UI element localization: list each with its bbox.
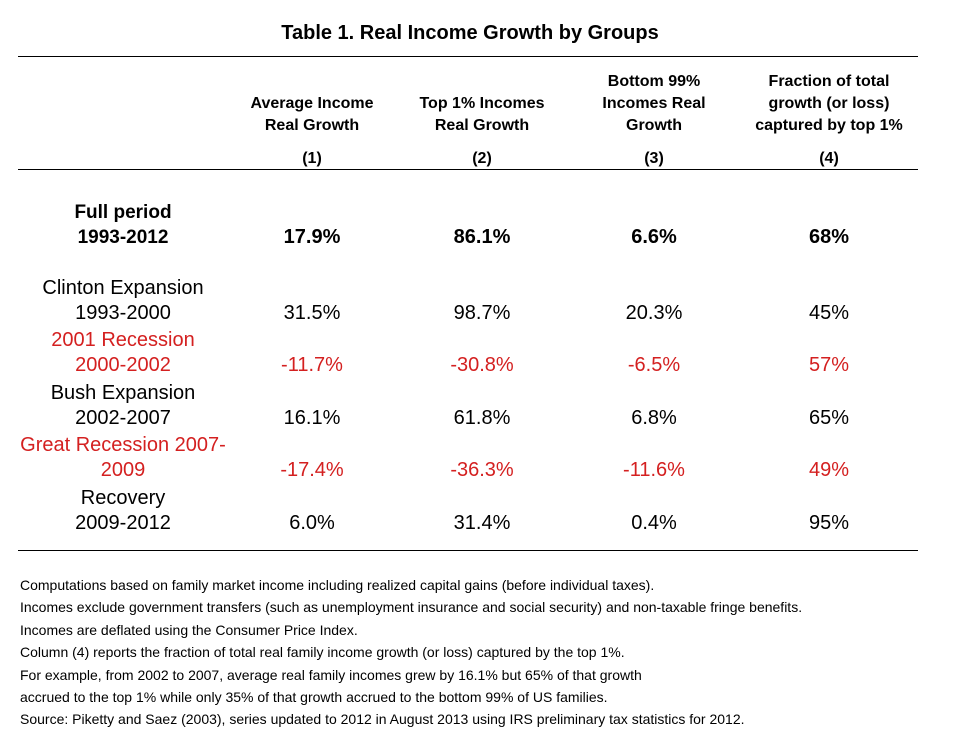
footnote-line: For example, from 2002 to 2007, average …: [20, 666, 642, 683]
row-label: 2009-2012: [75, 512, 171, 534]
row-label: 2009: [100, 459, 146, 481]
table-cell: -11.6%: [623, 459, 685, 481]
table-cell: 31.5%: [283, 302, 341, 324]
row-label: Bush Expansion: [50, 382, 196, 404]
row-label: 2002-2007: [75, 407, 171, 429]
footnote-line: Computations based on family market inco…: [20, 577, 655, 593]
row-label: Full period: [74, 202, 172, 223]
table-cell: -36.3%: [450, 459, 514, 481]
column-number-3: (3): [644, 150, 664, 167]
row-label: 2001 Recession: [51, 329, 195, 351]
footnote-line: Source: Piketty and Saez (2003), series …: [20, 711, 745, 728]
column-number-4: (4): [819, 150, 839, 167]
table-title: Table 1. Real Income Growth by Groups: [281, 22, 659, 44]
footnote-line: Incomes exclude government transfers (su…: [20, 599, 803, 616]
footnote-line: Incomes are deflated using the Consumer …: [20, 621, 358, 638]
table-cell: 20.3%: [625, 302, 683, 324]
table-cell: 6.0%: [289, 512, 335, 534]
footnote-line: Column (4) reports the fraction of total…: [20, 644, 625, 661]
column-header-4: Fraction of total growth (or loss) capture…: [739, 71, 919, 137]
column-header-3: Bottom 99% Incomes Real Growth: [564, 71, 744, 137]
row-label: 1993-2012: [77, 227, 169, 248]
table-cell: 86.1%: [453, 226, 511, 248]
table-cell: 45%: [808, 302, 850, 324]
table-cell: 6.6%: [631, 226, 677, 248]
column-header-line: captured by top 1%: [755, 117, 903, 134]
table-cell: 0.4%: [631, 512, 677, 534]
table-cell: -6.5%: [627, 354, 681, 376]
table-cell: 57%: [808, 354, 850, 376]
column-number-1: (1): [302, 150, 322, 167]
column-number-2: (2): [472, 150, 492, 167]
column-header-line: growth (or loss): [768, 95, 890, 112]
table-cell: 49%: [808, 459, 850, 481]
column-header-2: Top 1% Incomes Real Growth: [392, 93, 572, 137]
top-rule: [18, 56, 918, 57]
table-cell: 65%: [808, 407, 850, 429]
column-header-line: Fraction of total: [768, 73, 890, 90]
table-cell: 98.7%: [453, 302, 511, 324]
column-header-1: Average Income Real Growth: [222, 93, 402, 137]
column-header-line: Average Income: [250, 95, 374, 112]
row-label: 2000-2002: [75, 354, 171, 376]
table-cell: 16.1%: [283, 407, 341, 429]
row-label: Recovery: [80, 487, 166, 509]
bottom-rule: [18, 550, 918, 551]
table-cell: 6.8%: [631, 407, 677, 429]
table-cell: 17.9%: [283, 226, 341, 248]
column-header-line: Top 1% Incomes: [419, 95, 545, 112]
table-cell: 61.8%: [453, 407, 511, 429]
table-cell: -11.7%: [281, 354, 343, 376]
footnote-line: accrued to the top 1% while only 35% of …: [20, 689, 608, 706]
column-header-line: Growth: [626, 117, 682, 134]
row-label: Great Recession 2007-: [20, 434, 226, 456]
table-cell: 95%: [808, 512, 850, 534]
column-header-line: Bottom 99%: [607, 73, 701, 90]
table-cell: 68%: [808, 226, 850, 248]
table-cell: 31.4%: [453, 512, 511, 534]
column-header-line: Real Growth: [434, 117, 530, 134]
column-header-line: Real Growth: [264, 117, 360, 134]
column-header-line: Incomes Real: [602, 95, 706, 112]
footnotes: Computations based on family market inco…: [20, 574, 950, 731]
row-label: 1993-2000: [75, 302, 171, 324]
table-cell: -17.4%: [280, 459, 344, 481]
header-rule: [18, 169, 918, 170]
table-cell: -30.8%: [450, 354, 514, 376]
row-label: Clinton Expansion: [42, 277, 204, 299]
